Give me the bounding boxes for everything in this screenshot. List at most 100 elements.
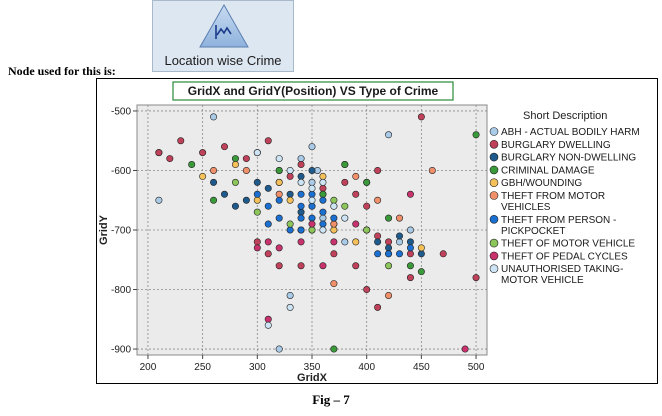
data-point-series-1[interactable]	[319, 184, 327, 192]
data-point-series-0[interactable]	[286, 291, 294, 299]
data-point-series-8[interactable]	[308, 220, 316, 228]
data-point-series-2[interactable]	[385, 244, 393, 252]
data-point-series-1[interactable]	[330, 250, 338, 258]
data-point-series-1[interactable]	[264, 137, 272, 145]
data-point-series-1[interactable]	[286, 172, 294, 180]
data-point-series-5[interactable]	[395, 214, 403, 222]
data-point-series-1[interactable]	[406, 274, 414, 282]
data-point-series-6[interactable]	[385, 250, 393, 258]
data-point-series-2[interactable]	[406, 238, 414, 246]
data-point-series-1[interactable]	[341, 178, 349, 186]
data-point-series-0[interactable]	[319, 214, 327, 222]
data-point-series-6[interactable]	[395, 250, 403, 258]
data-point-series-3[interactable]	[231, 155, 239, 163]
data-point-series-4[interactable]	[330, 226, 338, 234]
data-point-series-0[interactable]	[308, 143, 316, 151]
data-point-series-2[interactable]	[308, 166, 316, 174]
data-point-series-5[interactable]	[428, 166, 436, 174]
data-point-series-2[interactable]	[395, 232, 403, 240]
data-point-series-9[interactable]	[319, 226, 327, 234]
data-point-series-2[interactable]	[242, 196, 250, 204]
data-point-series-6[interactable]	[319, 220, 327, 228]
data-point-series-9[interactable]	[308, 196, 316, 204]
data-point-series-9[interactable]	[264, 321, 272, 329]
data-point-series-2[interactable]	[297, 208, 305, 216]
data-point-series-6[interactable]	[264, 202, 272, 210]
data-point-series-8[interactable]	[406, 190, 414, 198]
node-box[interactable]: Location wise Crime	[152, 0, 294, 72]
data-point-series-0[interactable]	[341, 238, 349, 246]
data-point-series-9[interactable]	[308, 184, 316, 192]
data-point-series-6[interactable]	[297, 214, 305, 222]
data-point-series-9[interactable]	[319, 178, 327, 186]
data-point-series-3[interactable]	[210, 196, 218, 204]
data-point-series-8[interactable]	[461, 345, 469, 353]
data-point-series-5[interactable]	[210, 166, 218, 174]
data-point-series-5[interactable]	[242, 166, 250, 174]
data-point-series-6[interactable]	[308, 202, 316, 210]
data-point-series-7[interactable]	[308, 226, 316, 234]
data-point-series-3[interactable]	[363, 178, 371, 186]
data-point-series-6[interactable]	[297, 226, 305, 234]
data-point-series-1[interactable]	[155, 149, 163, 157]
data-point-series-6[interactable]	[319, 196, 327, 204]
data-point-series-4[interactable]	[275, 178, 283, 186]
data-point-series-0[interactable]	[406, 226, 414, 234]
data-point-series-6[interactable]	[275, 214, 283, 222]
data-point-series-2[interactable]	[297, 172, 305, 180]
data-point-series-7[interactable]	[363, 226, 371, 234]
data-point-series-1[interactable]	[374, 232, 382, 240]
data-point-series-3[interactable]	[275, 166, 283, 174]
data-point-series-1[interactable]	[352, 262, 360, 270]
data-point-series-1[interactable]	[297, 161, 305, 169]
data-point-series-8[interactable]	[319, 262, 327, 270]
data-point-series-8[interactable]	[330, 238, 338, 246]
data-point-series-4[interactable]	[253, 196, 261, 204]
data-point-series-1[interactable]	[363, 286, 371, 294]
data-point-series-4[interactable]	[319, 172, 327, 180]
data-point-series-3[interactable]	[385, 214, 393, 222]
data-point-series-2[interactable]	[231, 202, 239, 210]
data-point-series-3[interactable]	[188, 161, 196, 169]
data-point-series-3[interactable]	[472, 131, 480, 139]
data-point-series-2[interactable]	[374, 238, 382, 246]
data-point-series-1[interactable]	[221, 143, 229, 151]
data-point-series-7[interactable]	[341, 202, 349, 210]
data-point-series-0[interactable]	[385, 131, 393, 139]
data-point-series-5[interactable]	[330, 280, 338, 288]
data-point-series-6[interactable]	[286, 226, 294, 234]
data-point-series-5[interactable]	[352, 172, 360, 180]
data-point-series-6[interactable]	[275, 196, 283, 204]
data-point-series-8[interactable]	[264, 315, 272, 323]
data-point-series-6[interactable]	[330, 214, 338, 222]
data-point-series-9[interactable]	[253, 149, 261, 157]
data-point-series-5[interactable]	[330, 220, 338, 228]
data-point-series-5[interactable]	[374, 196, 382, 204]
data-point-series-7[interactable]	[253, 208, 261, 216]
data-point-series-1[interactable]	[406, 250, 414, 258]
data-point-series-1[interactable]	[417, 113, 425, 121]
data-point-series-1[interactable]	[199, 149, 207, 157]
data-point-series-4[interactable]	[352, 238, 360, 246]
data-point-series-8[interactable]	[297, 238, 305, 246]
data-point-series-6[interactable]	[264, 220, 272, 228]
data-point-series-2[interactable]	[417, 250, 425, 258]
data-point-series-9[interactable]	[297, 178, 305, 186]
data-point-series-3[interactable]	[406, 262, 414, 270]
data-point-series-9[interactable]	[286, 166, 294, 174]
data-point-series-7[interactable]	[286, 220, 294, 228]
data-point-series-9[interactable]	[341, 214, 349, 222]
data-point-series-0[interactable]	[155, 196, 163, 204]
data-point-series-0[interactable]	[395, 238, 403, 246]
data-point-series-8[interactable]	[352, 220, 360, 228]
data-point-series-3[interactable]	[417, 268, 425, 276]
data-point-series-1[interactable]	[177, 137, 185, 145]
data-point-series-6[interactable]	[297, 190, 305, 198]
data-point-series-1[interactable]	[253, 238, 261, 246]
data-point-series-1[interactable]	[264, 250, 272, 258]
data-point-series-4[interactable]	[286, 196, 294, 204]
data-point-series-7[interactable]	[330, 196, 338, 204]
data-point-series-7[interactable]	[385, 262, 393, 270]
data-point-series-1[interactable]	[374, 303, 382, 311]
data-point-series-7[interactable]	[231, 178, 239, 186]
